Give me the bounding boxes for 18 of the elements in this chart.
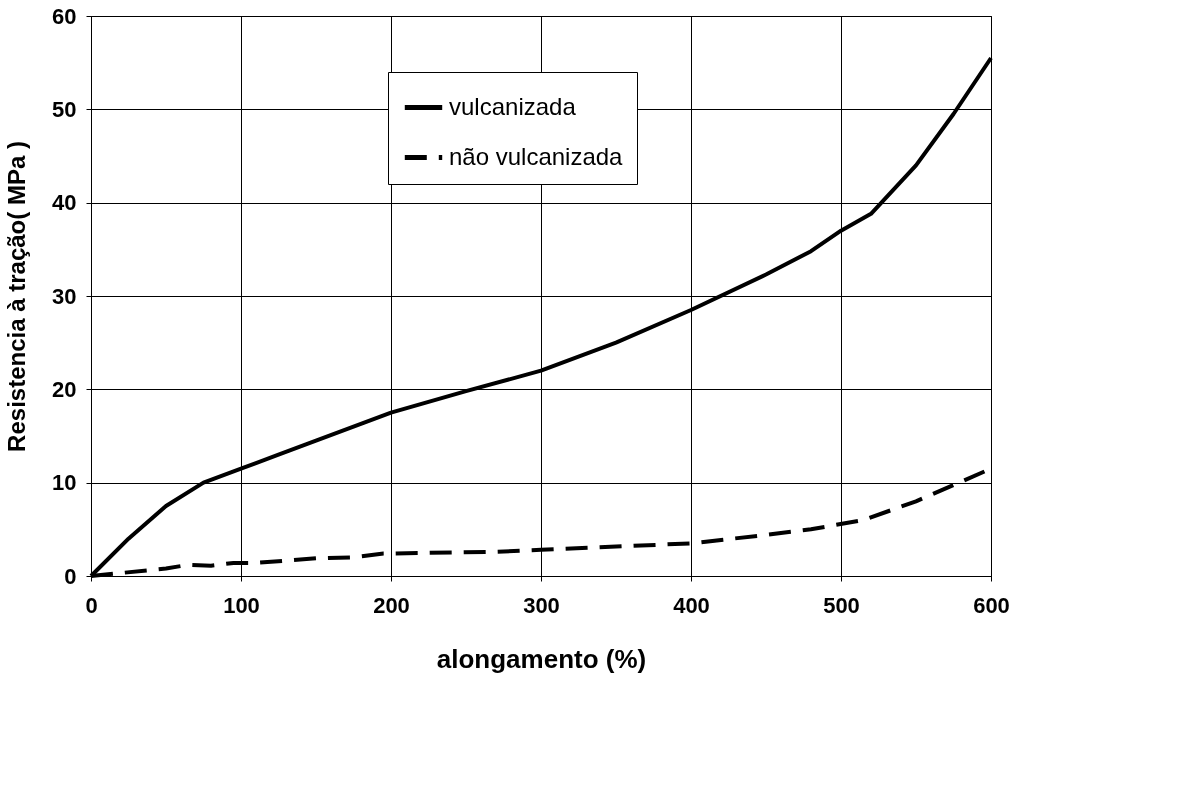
x-axis-title: alongamento (%) [436,643,647,674]
x-tick-label: 400 [673,592,710,618]
x-tick-label: 500 [823,592,860,618]
y-tick-label: 40 [52,190,77,216]
x-tick-label: 0 [85,592,98,618]
x-tick-label: 300 [523,592,560,618]
y-tick-label: 10 [52,470,77,496]
y-tick-label: 20 [52,376,77,402]
y-tick-label: 60 [52,3,77,29]
y-tick-label: 30 [52,283,77,309]
x-tick-label: 600 [973,592,1010,618]
y-axis-title: Resistencia à tração( MPa ) [3,141,31,452]
y-tick-label: 0 [64,563,77,589]
legend-label: vulcanizada [449,92,577,120]
x-tick-label: 200 [373,592,410,618]
x-tick-label: 100 [223,592,260,618]
y-tick-label: 50 [52,96,77,122]
legend-label: não vulcanizada [449,142,624,170]
